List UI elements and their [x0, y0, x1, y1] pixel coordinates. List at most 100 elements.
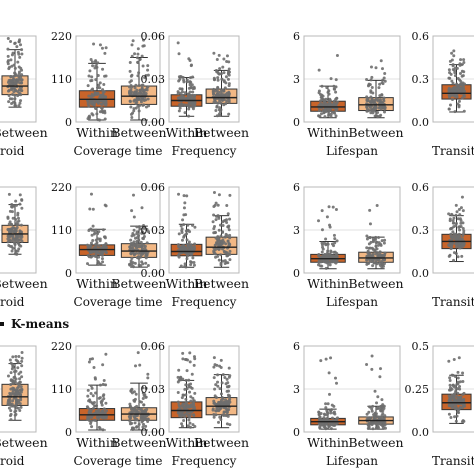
- data-point: [178, 412, 182, 416]
- data-point: [379, 107, 383, 111]
- data-point: [132, 107, 136, 111]
- data-point: [451, 373, 455, 377]
- data-point: [365, 77, 369, 81]
- data-point: [140, 86, 144, 90]
- data-point: [447, 388, 451, 392]
- data-point: [191, 90, 195, 94]
- data-point: [176, 41, 180, 45]
- x-category-label: Between: [194, 276, 249, 291]
- data-point: [324, 101, 328, 105]
- data-point: [365, 234, 369, 238]
- x-category-label: Within: [307, 276, 349, 291]
- data-point: [129, 84, 133, 88]
- data-point: [459, 58, 463, 62]
- data-point: [130, 388, 134, 392]
- data-point: [369, 65, 373, 69]
- data-point: [227, 100, 231, 104]
- data-point: [372, 415, 376, 419]
- data-point: [182, 243, 186, 247]
- section-label: K-means: [0, 317, 69, 331]
- data-point: [454, 203, 458, 207]
- y-tick-label: 0.6: [412, 30, 430, 43]
- data-point: [130, 43, 134, 47]
- data-point: [137, 255, 141, 259]
- data-point: [372, 261, 376, 265]
- data-point: [222, 249, 226, 253]
- data-point: [145, 88, 149, 92]
- data-point: [461, 399, 465, 403]
- data-point: [451, 230, 455, 234]
- data-point: [104, 409, 108, 413]
- data-point: [227, 67, 231, 71]
- data-point: [179, 224, 183, 228]
- data-point: [365, 246, 369, 250]
- y-tick-label: 0.03: [141, 224, 166, 237]
- data-point: [11, 93, 15, 97]
- data-point: [219, 101, 223, 105]
- data-point: [334, 90, 338, 94]
- data-point: [220, 77, 224, 81]
- data-point: [104, 352, 108, 356]
- data-point: [18, 377, 22, 381]
- data-point: [451, 234, 455, 238]
- data-point: [366, 249, 370, 253]
- data-point: [18, 55, 22, 59]
- data-point: [218, 242, 222, 246]
- data-point: [224, 406, 228, 410]
- data-point: [183, 387, 187, 391]
- data-point: [324, 357, 328, 361]
- data-point: [100, 46, 104, 50]
- data-point: [215, 58, 219, 62]
- data-point: [187, 240, 191, 244]
- data-point: [461, 74, 465, 78]
- data-point: [6, 374, 10, 378]
- data-point: [212, 365, 216, 369]
- data-point: [99, 400, 103, 404]
- axes-frame: [303, 186, 401, 274]
- data-point: [14, 89, 18, 93]
- data-point: [137, 93, 141, 97]
- data-point: [6, 60, 10, 64]
- data-point: [98, 43, 102, 47]
- data-point: [333, 111, 337, 115]
- data-point: [373, 248, 377, 252]
- data-point: [184, 229, 188, 233]
- data-point: [214, 413, 218, 417]
- data-point: [452, 358, 456, 362]
- data-point: [19, 93, 23, 97]
- data-point: [452, 49, 456, 53]
- data-point: [214, 214, 218, 218]
- data-point: [370, 354, 374, 358]
- y-tick-label: 0.00: [141, 426, 166, 439]
- data-point: [191, 423, 195, 427]
- data-point: [456, 217, 460, 221]
- data-point: [456, 255, 460, 259]
- data-point: [91, 224, 95, 228]
- data-point: [462, 231, 466, 235]
- data-point: [453, 399, 457, 403]
- data-point: [93, 376, 97, 380]
- data-point: [93, 66, 97, 70]
- data-point: [140, 260, 144, 264]
- data-point: [13, 66, 17, 70]
- data-point: [99, 411, 103, 415]
- data-point: [128, 402, 132, 406]
- data-point: [19, 393, 23, 397]
- data-point: [180, 413, 184, 417]
- data-point: [144, 410, 148, 414]
- data-point: [184, 402, 188, 406]
- data-point: [368, 236, 372, 240]
- data-point: [334, 78, 338, 82]
- data-point: [335, 416, 339, 420]
- data-point: [134, 251, 138, 255]
- data-point: [370, 407, 374, 411]
- data-point: [89, 409, 93, 413]
- data-point: [458, 83, 462, 87]
- data-point: [462, 94, 466, 98]
- data-point: [322, 98, 326, 102]
- data-point: [19, 43, 23, 47]
- chart-panel-8: 0 3 6 Within Between Lifespan: [293, 181, 404, 309]
- data-point: [19, 88, 23, 92]
- data-point: [8, 358, 12, 362]
- data-point: [380, 81, 384, 85]
